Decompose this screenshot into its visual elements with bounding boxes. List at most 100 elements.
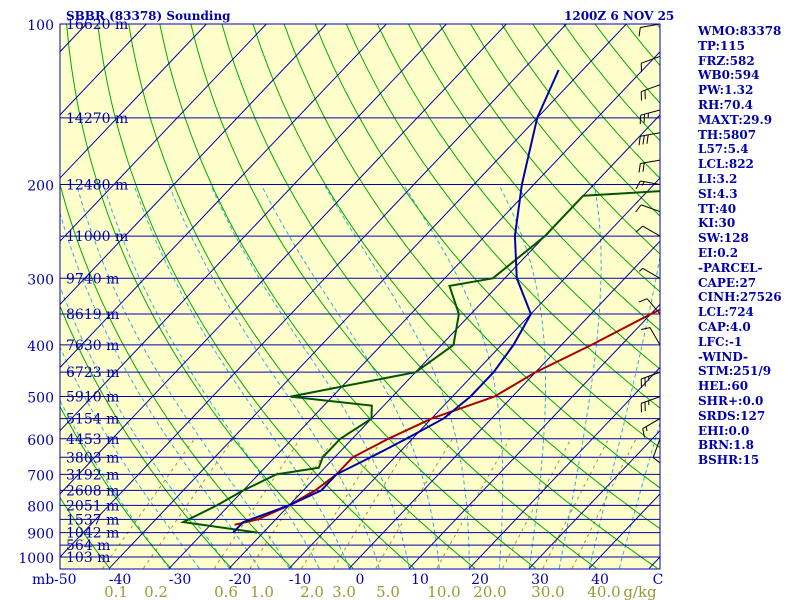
wind-barb [641,84,660,93]
wind-barb [659,544,660,546]
height-label: 12480 m [66,177,128,193]
wind-barb-flag [652,457,660,464]
index-line: TH:5807 [698,127,757,142]
pressure-tick-label: 500 [27,391,54,407]
index-line: WB0:594 [698,68,760,83]
wind-barb-flag [679,490,685,497]
height-label: 16620 m [66,17,128,33]
dry-adiabat-line [376,24,660,370]
dry-adiabat-line [470,24,660,255]
index-line: RH:70.4 [698,97,753,112]
dry-adiabat-line [314,24,660,449]
dewpoint-profile-line [179,190,660,534]
dry-adiabat-line [60,304,232,569]
isotherm-line [168,51,660,569]
chart-datetime: 1200Z 6 NOV 25 [564,9,674,23]
mixing-ratio-tick-label: 0.1 [104,583,128,600]
moist-adiabat-line [403,184,504,569]
wind-barb [659,505,660,506]
height-label: 9740 m [66,271,119,287]
mixing-ratio-tick-label: 0.2 [144,583,168,600]
dry-adiabat-line [97,24,415,569]
wind-barb-flag [641,327,651,330]
wind-barb [659,490,660,491]
dry-adiabat-line [190,24,597,569]
isotherm-line [528,429,660,569]
height-label: 1042 m [66,526,119,542]
mixing-ratio-tick-label: 20.0 [473,583,506,600]
wind-barb [659,474,660,476]
sounding-profiles [179,69,660,534]
height-label: 5910 m [66,390,119,406]
wind-barb-flag [645,426,648,432]
pressure-tick-label: 400 [27,339,54,355]
dry-adiabats [60,24,660,569]
mixing-ratio-line [333,438,414,569]
temperature-tick-label: 0 [356,572,365,588]
isotherm-line [60,24,387,369]
wind-barb [640,180,660,185]
index-line: EI:0.2 [698,245,739,260]
wind-barb [641,371,660,380]
temperature-tick-label: 20 [471,572,489,588]
mixing-ratio-line [375,438,453,569]
mixing-unit-label: g/kg [623,583,657,600]
index-line: LCL:724 [698,305,754,320]
wind-barb-flag [675,526,677,535]
dry-adiabat-line [66,24,354,569]
wind-barb-flag [642,428,646,438]
wind-barb-flag [642,135,645,145]
wind-barb [640,109,660,116]
wind-barbs [635,24,685,557]
wind-barb-flag [635,225,644,233]
plot-background [60,24,660,569]
wind-barb-flag [676,528,677,532]
wind-barb [640,132,660,137]
mixing-ratio-line [249,438,335,569]
index-line: -PARCEL- [698,260,763,275]
isotherm-line [60,24,207,179]
wind-barb [659,556,660,557]
dry-adiabat-line [60,182,293,569]
wind-barb-flag [675,538,677,547]
moist-adiabats [60,184,660,569]
pressure-tick-label: 700 [27,468,54,484]
wind-barb [640,24,660,28]
height-label: 564 m [66,538,110,554]
isotherm-line [288,177,660,569]
index-line: LFC:-1 [698,334,743,349]
moist-adiabat-line [102,184,320,569]
index-line: CAPE:27 [698,275,757,290]
wind-barb-flag [680,524,683,533]
isotherm-line [60,24,507,495]
pressure-tick-label: 200 [27,178,54,194]
isotherm-line [60,24,447,432]
mixing-ratio-tick-label: 3.0 [332,583,356,600]
index-line: CINH:27526 [698,290,782,305]
wind-barb-flag [638,163,641,173]
index-line: LCL:822 [698,157,754,172]
mixing-ratio-line [542,438,610,569]
moist-adiabat-line [60,285,230,569]
wind-barb [652,438,660,458]
dry-adiabat-line [60,405,171,569]
mixing-ratio-tick-label: 10.0 [427,583,460,600]
isobars [60,23,660,558]
wind-barb-flag [638,298,648,303]
temperature-tick-label: -20 [229,572,252,588]
index-line: EHI:0.0 [698,423,750,438]
y-axis-label: mb [32,572,54,588]
isotherm-line [408,303,660,569]
moist-adiabat-line [498,184,546,569]
mixing-ratio-line [571,438,637,569]
dry-adiabat-line [159,24,536,569]
height-label: 2051 m [66,498,119,514]
wind-barb-flag [680,511,683,520]
moist-adiabat-line [168,184,380,569]
height-label: 6723 m [66,365,119,381]
moist-adiabat-line [210,184,410,569]
height-label: 14270 m [66,111,128,127]
wind-barb-flag [639,267,644,272]
pressure-tick-label: 300 [27,272,54,288]
temperature-profile-line [234,308,660,526]
